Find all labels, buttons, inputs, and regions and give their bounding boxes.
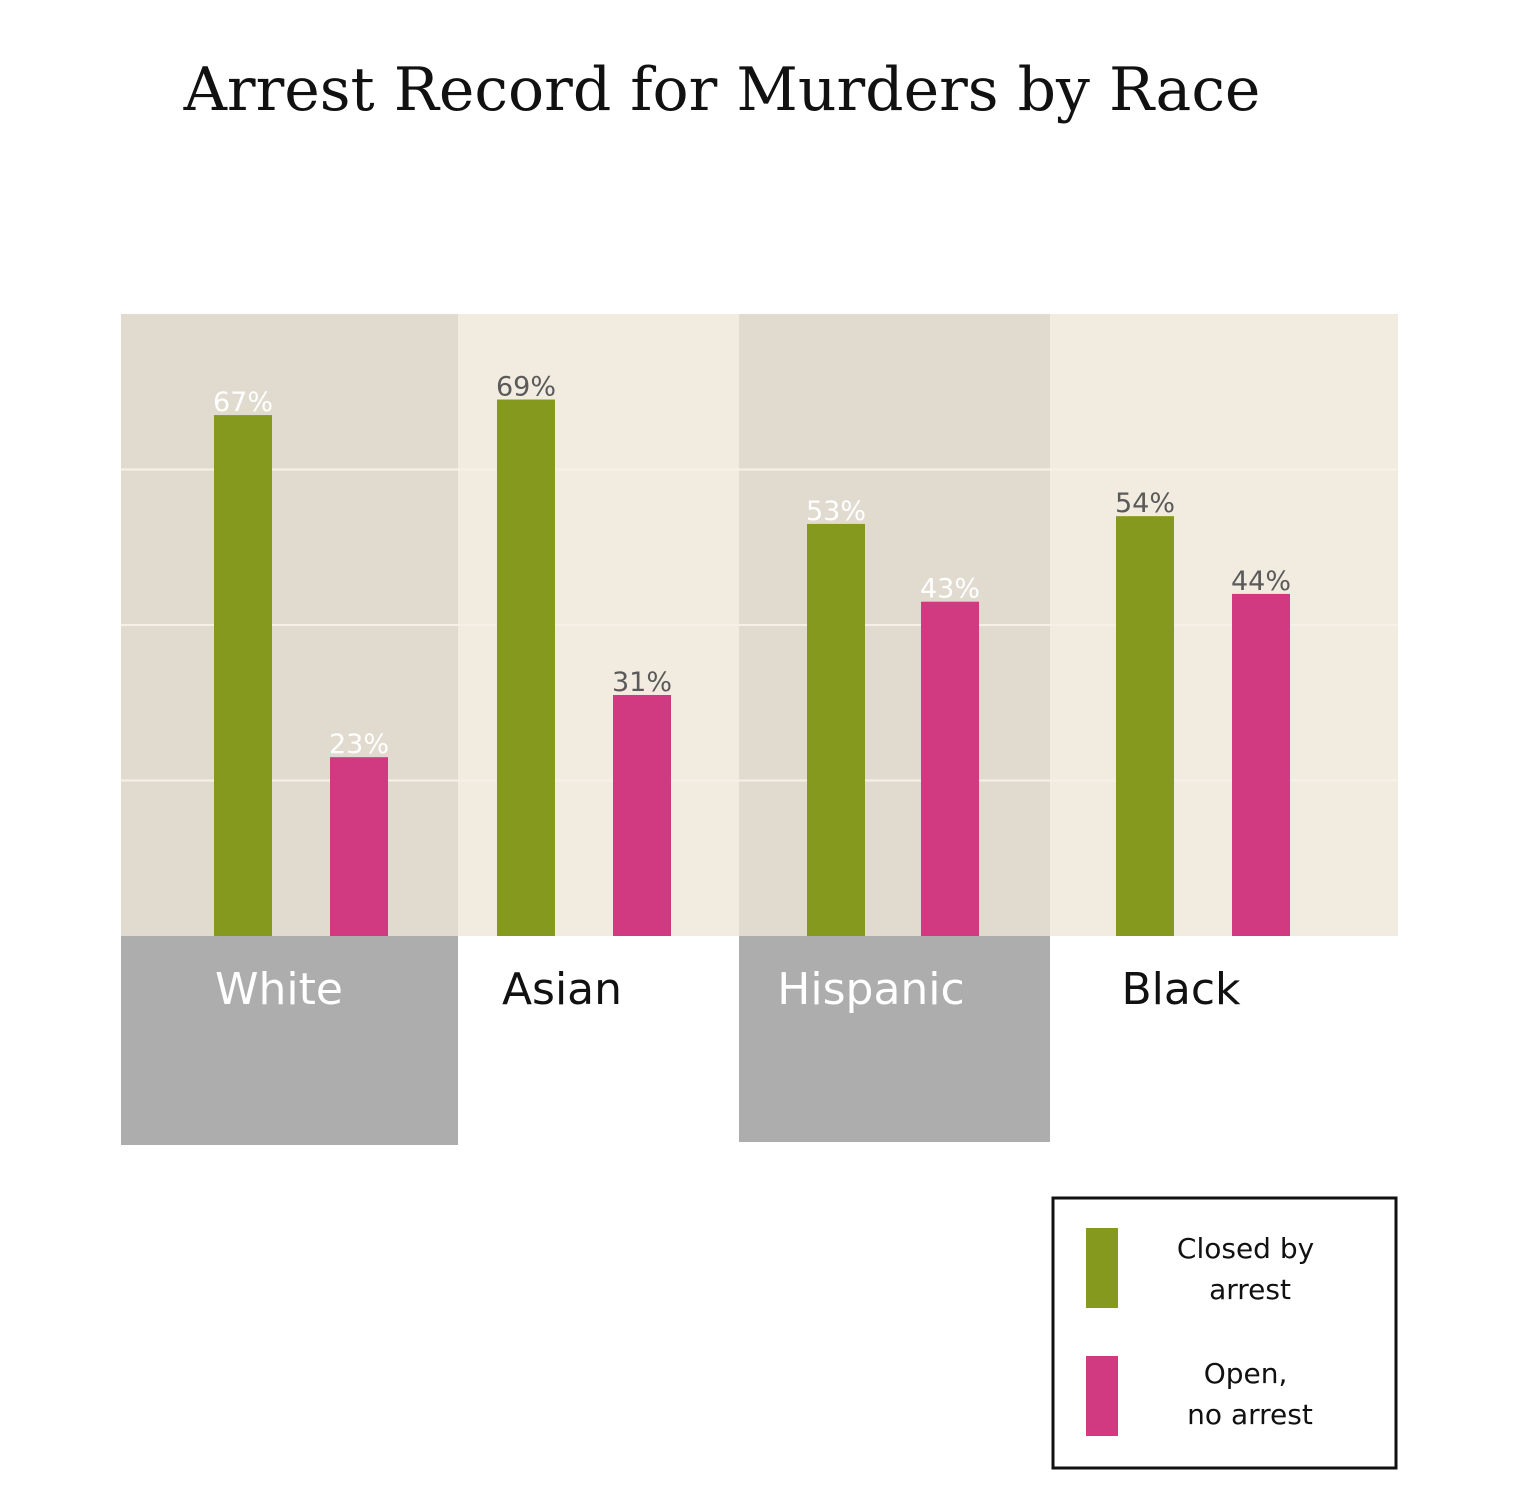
bar-closed-asian xyxy=(497,399,555,936)
bar-open-asian xyxy=(613,694,671,936)
bar-closed-white xyxy=(214,415,272,936)
label-box-white xyxy=(121,936,458,1145)
value-label-closed-black: 54% xyxy=(1115,488,1175,519)
value-label-closed-asian: 69% xyxy=(496,372,556,403)
category-label-black: Black xyxy=(1121,964,1241,1015)
legend-label-open-line-1: Open, xyxy=(1204,1357,1288,1390)
legend-label-open-line-2: no arrest xyxy=(1187,1398,1313,1431)
legend-label-closed-line-2: arrest xyxy=(1209,1273,1291,1306)
legend-swatch-closed xyxy=(1086,1228,1118,1308)
category-panels xyxy=(121,314,1398,1145)
value-label-closed-white: 67% xyxy=(213,387,273,418)
category-label-white: White xyxy=(215,964,343,1015)
value-label-closed-hispanic: 53% xyxy=(806,496,866,527)
value-label-open-black: 44% xyxy=(1231,566,1291,597)
legend-label-open: Open, no arrest xyxy=(1187,1357,1313,1431)
legend: Closed by arrest Open, no arrest xyxy=(1051,1196,1398,1470)
category-label-hispanic: Hispanic xyxy=(777,964,964,1015)
category-label-asian: Asian xyxy=(502,964,622,1015)
category-labels: White Asian Hispanic Black xyxy=(215,964,1241,1015)
legend-label-closed-line-1: Closed by xyxy=(1177,1232,1314,1265)
bar-open-hispanic xyxy=(921,601,979,936)
value-label-open-asian: 31% xyxy=(612,667,672,698)
legend-swatch-open xyxy=(1086,1356,1118,1436)
chart-title: Arrest Record for Murders by Race xyxy=(183,55,1261,125)
value-label-open-white: 23% xyxy=(329,729,389,760)
bar-open-black xyxy=(1232,593,1290,936)
bars: 67% 69% 53% 54% 23% 31% 43% 44% xyxy=(213,372,1291,936)
bar-closed-hispanic xyxy=(807,523,865,936)
bar-open-white xyxy=(330,757,388,936)
value-label-open-hispanic: 43% xyxy=(920,574,980,605)
legend-label-closed: Closed by arrest xyxy=(1177,1232,1323,1306)
label-box-hispanic xyxy=(739,936,1050,1142)
bar-closed-black xyxy=(1116,516,1174,936)
